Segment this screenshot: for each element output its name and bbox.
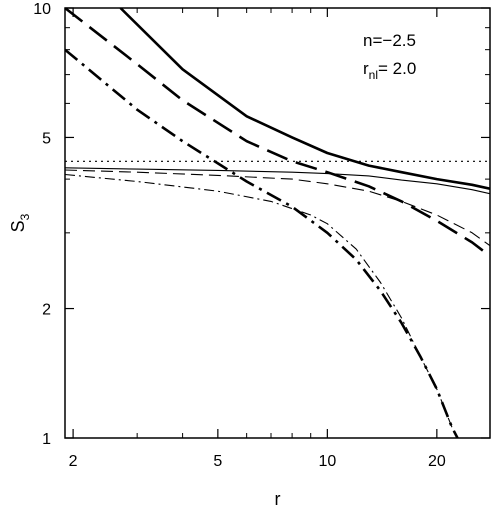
series-layer: [65, 8, 490, 438]
series-solid-thick-line: [119, 8, 490, 190]
y-axis-label-main: S: [8, 220, 28, 232]
y-tick-label: 2: [42, 302, 51, 319]
y-axis-label-subscript: 3: [18, 213, 32, 220]
x-tick-label: 10: [318, 453, 336, 470]
plot-frame: [64, 7, 491, 439]
annotation-rnl-value: = 2.0: [378, 59, 416, 78]
series-dashed-thick-line: [65, 8, 490, 258]
series-solid-thin-line: [65, 167, 490, 195]
annotation-n-prefix: n=: [363, 31, 382, 50]
y-axis-label: S3: [8, 213, 32, 232]
series-dashed-thin-line: [65, 169, 490, 247]
annotation-rnl: rnl= 2.0: [363, 59, 416, 82]
x-tick-label: 20: [428, 453, 446, 470]
annotation-rnl-subscript: nl: [369, 68, 378, 82]
series-dashdot-thick-line: [65, 48, 459, 438]
ticks-layer: 2 5 10 20 1 2 5 10: [33, 1, 490, 470]
y-tick-label: 5: [42, 130, 51, 147]
y-tick-label: 10: [33, 1, 51, 18]
x-tick-label: 2: [69, 453, 78, 470]
x-tick-label: 5: [213, 453, 222, 470]
x-axis-label: r: [275, 489, 281, 509]
annotation-n: n=−2.5: [363, 31, 416, 50]
y-tick-label: 1: [42, 431, 51, 448]
series-dashdot-thin-line: [65, 173, 458, 438]
annotation-n-value: −2.5: [382, 31, 416, 50]
annotation-rnl-symbol: r: [363, 59, 369, 78]
